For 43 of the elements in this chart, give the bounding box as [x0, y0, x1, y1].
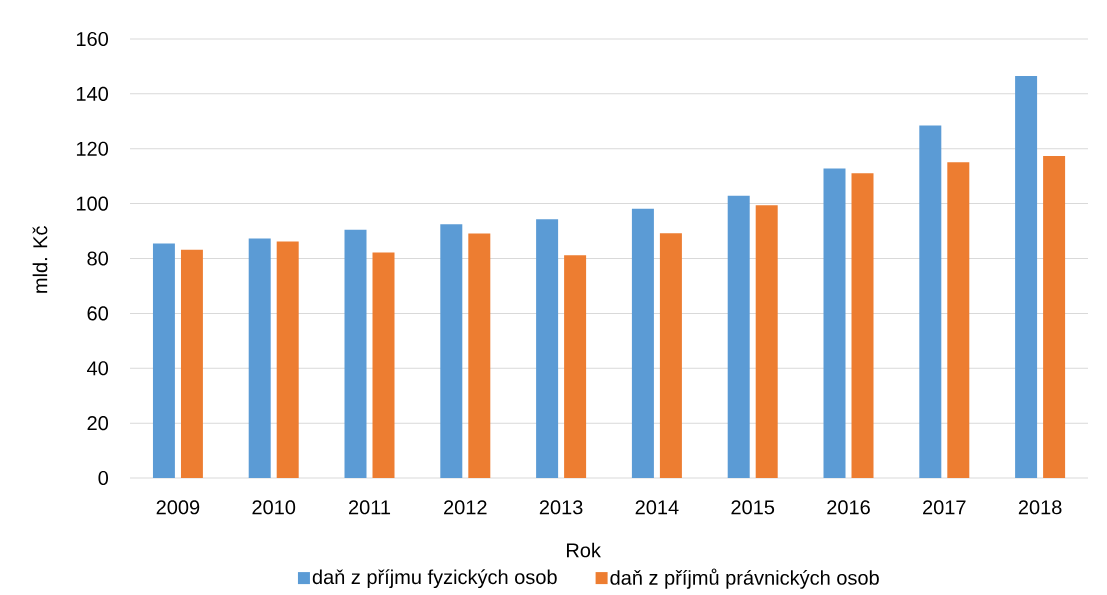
y-tick-label: 160: [76, 31, 109, 47]
x-tick-label: 2015: [731, 500, 775, 515]
bar: [947, 162, 970, 478]
bar: [727, 195, 750, 478]
bar: [1015, 76, 1038, 478]
x-axis-title: Rok: [567, 542, 601, 558]
y-axis-title: mld. Kč: [32, 226, 48, 293]
y-tick-label: 60: [87, 306, 109, 321]
x-tick-label: 2009: [156, 500, 200, 515]
bar: [919, 125, 942, 478]
bar: [1043, 155, 1066, 478]
bar: [152, 243, 175, 478]
bar: [823, 168, 846, 478]
y-tick-label: 0: [98, 470, 109, 486]
x-tick-label: 2018: [1018, 500, 1062, 515]
x-tick-label: 2013: [539, 500, 583, 515]
bar: [440, 224, 463, 478]
y-tick-label: 20: [87, 416, 109, 431]
bar: [276, 241, 299, 478]
y-tick-label: 40: [87, 361, 109, 376]
bar: [659, 233, 682, 478]
bar: [468, 233, 491, 478]
y-tick-label: 80: [87, 251, 109, 266]
bar: [372, 252, 395, 478]
x-tick-label: 2016: [827, 500, 870, 515]
bar: [851, 173, 874, 478]
y-tick-label: 100: [76, 196, 109, 211]
bar: [755, 205, 778, 478]
x-tick-label: 2017: [923, 500, 966, 515]
x-tick-label: 2012: [444, 500, 487, 515]
bar: [180, 249, 203, 478]
y-tick-label: 120: [76, 141, 109, 156]
bar: [536, 219, 559, 478]
bar: [631, 208, 654, 478]
x-tick-label: 2014: [635, 500, 679, 515]
y-tick-label: 140: [76, 86, 109, 101]
bar: [248, 238, 271, 478]
x-tick-label: 2010: [252, 500, 296, 515]
x-tick-label: 2011: [349, 500, 391, 515]
bar: [344, 229, 367, 478]
legend-label: daň z příjmu fyzických osob: [312, 569, 557, 589]
legend-label: daň z příjmů právnických osob: [610, 568, 879, 589]
bar: [564, 255, 587, 478]
